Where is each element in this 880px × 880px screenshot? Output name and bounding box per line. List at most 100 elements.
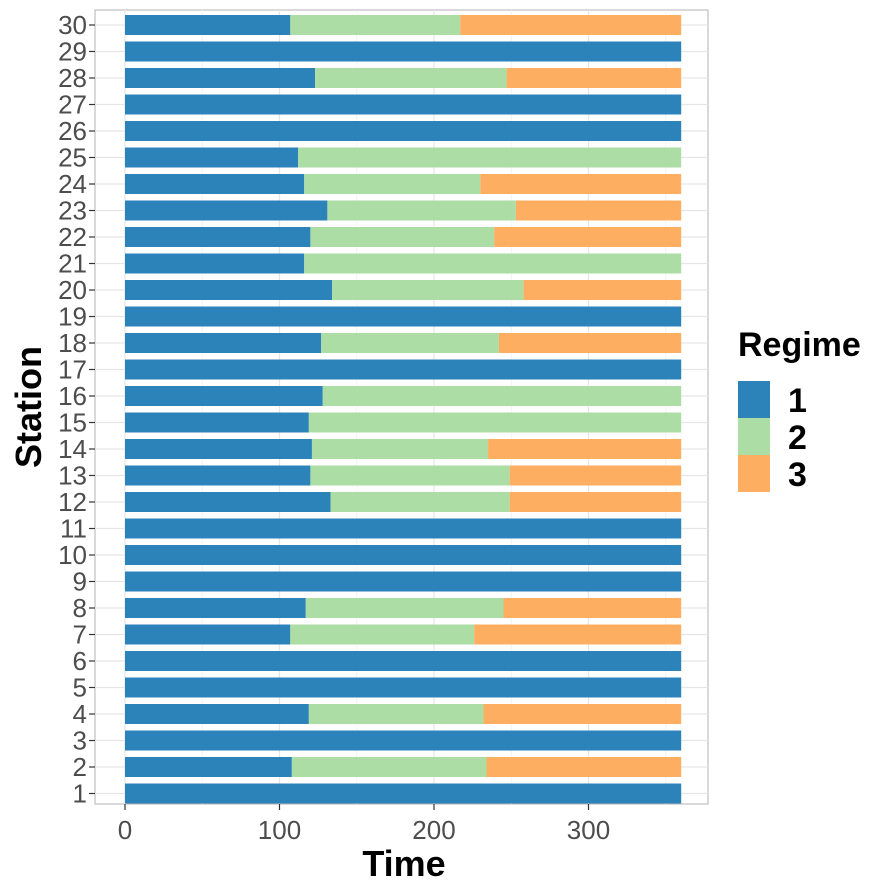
bar-station-17-regime-1 <box>125 359 682 380</box>
bar-station-2-regime-3 <box>486 757 682 777</box>
y-tick-label: 13 <box>58 461 87 491</box>
y-tick-label: 1 <box>73 779 87 809</box>
bar-station-30-regime-2 <box>290 15 461 35</box>
y-tick-label: 24 <box>58 169 87 199</box>
bar-station-28-regime-3 <box>506 68 682 88</box>
y-tick-label: 25 <box>58 143 87 173</box>
bar-station-7-regime-3 <box>474 624 682 645</box>
bar-station-1-regime-1 <box>125 783 682 804</box>
bar-station-10-regime-1 <box>125 545 682 565</box>
bar-station-2-regime-2 <box>291 757 487 777</box>
legend-key-2 <box>738 418 770 455</box>
legend-title: Regime <box>738 326 861 364</box>
bar-station-24-regime-1 <box>125 174 305 194</box>
bar-station-7-regime-2 <box>290 624 475 645</box>
y-tick-label: 22 <box>58 222 87 252</box>
bar-station-16-regime-2 <box>322 386 682 406</box>
bar-station-9-regime-1 <box>125 571 682 592</box>
bar-station-23-regime-1 <box>125 200 328 221</box>
legend: 123 <box>738 381 807 494</box>
bar-station-13-regime-1 <box>125 465 311 486</box>
bar-station-23-regime-3 <box>515 200 682 221</box>
y-tick-label: 30 <box>58 10 87 40</box>
x-tick-label: 200 <box>412 815 455 845</box>
bar-station-3-regime-1 <box>125 730 682 751</box>
bar-station-14-regime-2 <box>311 439 489 459</box>
x-tick-label: 0 <box>118 815 132 845</box>
x-tick-label: 100 <box>258 815 301 845</box>
legend-key-1 <box>738 381 770 418</box>
bar-station-20-regime-2 <box>332 280 524 300</box>
bar-station-19-regime-1 <box>125 306 682 327</box>
bar-station-21-regime-2 <box>304 253 682 274</box>
y-axis-ticks: 1234567891011121314151617181920212223242… <box>58 10 95 809</box>
bar-station-8-regime-1 <box>125 598 306 618</box>
bar-station-30-regime-1 <box>125 15 291 35</box>
bar-station-26-regime-1 <box>125 121 682 141</box>
bar-station-24-regime-2 <box>304 174 481 194</box>
bar-station-16-regime-1 <box>125 386 323 406</box>
bar-station-21-regime-1 <box>125 253 305 274</box>
bar-station-12-regime-1 <box>125 492 331 512</box>
y-tick-label: 5 <box>73 673 87 703</box>
x-axis-title: Time <box>362 843 445 880</box>
legend-label-2: 2 <box>788 419 807 457</box>
legend-key-3 <box>738 455 770 492</box>
y-tick-label: 17 <box>58 355 87 385</box>
y-tick-label: 8 <box>73 593 87 623</box>
bar-station-18-regime-2 <box>321 333 499 353</box>
bar-station-15-regime-2 <box>308 412 682 433</box>
bar-station-20-regime-1 <box>125 280 333 300</box>
y-tick-label: 14 <box>58 434 87 464</box>
bar-station-27-regime-1 <box>125 94 682 115</box>
bar-station-12-regime-2 <box>330 492 510 512</box>
bar-station-22-regime-3 <box>494 227 682 247</box>
bar-station-14-regime-3 <box>488 439 682 459</box>
bar-station-11-regime-1 <box>125 518 682 539</box>
bar-station-6-regime-1 <box>125 651 682 671</box>
y-tick-label: 19 <box>58 302 87 332</box>
bar-station-7-regime-1 <box>125 624 291 645</box>
y-tick-label: 16 <box>58 381 87 411</box>
bar-station-23-regime-2 <box>327 200 516 221</box>
y-tick-label: 12 <box>58 487 87 517</box>
bar-station-4-regime-2 <box>308 704 484 724</box>
bar-station-25-regime-1 <box>125 147 299 168</box>
y-tick-label: 7 <box>73 620 87 650</box>
y-tick-label: 9 <box>73 567 87 597</box>
y-tick-label: 4 <box>73 699 87 729</box>
y-tick-label: 27 <box>58 90 87 120</box>
bar-station-18-regime-1 <box>125 333 322 353</box>
bar-station-5-regime-1 <box>125 677 682 698</box>
bar-station-28-regime-1 <box>125 68 316 88</box>
bar-station-13-regime-2 <box>310 465 510 486</box>
bar-station-28-regime-2 <box>315 68 507 88</box>
y-tick-label: 29 <box>58 37 87 67</box>
plot-panel <box>94 9 709 805</box>
y-tick-label: 15 <box>58 408 87 438</box>
x-tick-label: 300 <box>567 815 610 845</box>
bar-station-22-regime-1 <box>125 227 311 247</box>
bar-station-8-regime-2 <box>305 598 504 618</box>
x-axis-ticks: 0 100 200 300 <box>118 804 610 845</box>
y-axis-title: Station <box>8 346 49 468</box>
y-tick-label: 2 <box>73 752 87 782</box>
y-tick-label: 3 <box>73 726 87 756</box>
legend-label-3: 3 <box>788 456 807 494</box>
bar-station-24-regime-3 <box>480 174 682 194</box>
legend-label-1: 1 <box>788 382 807 420</box>
bar-station-15-regime-1 <box>125 412 309 433</box>
bar-station-13-regime-3 <box>509 465 682 486</box>
y-tick-label: 23 <box>58 196 87 226</box>
bar-station-18-regime-3 <box>498 333 682 353</box>
y-tick-label: 18 <box>58 328 87 358</box>
y-tick-label: 6 <box>73 646 87 676</box>
bar-station-22-regime-2 <box>310 227 495 247</box>
bar-station-20-regime-3 <box>523 280 682 300</box>
bar-station-4-regime-1 <box>125 704 309 724</box>
bar-station-14-regime-1 <box>125 439 312 459</box>
y-tick-label: 10 <box>58 540 87 570</box>
bar-station-4-regime-3 <box>483 704 682 724</box>
bar-station-25-regime-2 <box>298 147 682 168</box>
